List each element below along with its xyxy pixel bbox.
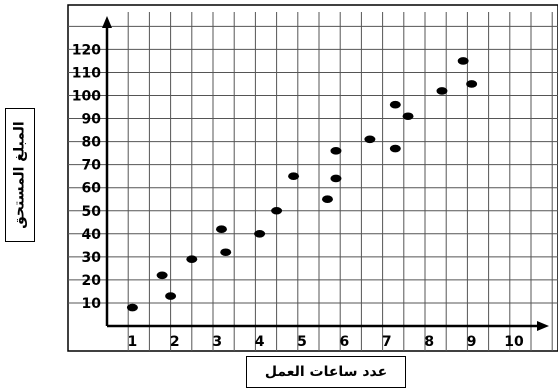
data-point <box>330 147 342 155</box>
data-point <box>186 255 198 263</box>
data-point <box>215 225 227 233</box>
data-point <box>126 303 138 312</box>
data-point <box>165 292 177 300</box>
y-tick-label: 100 <box>72 89 101 105</box>
data-point <box>156 271 168 280</box>
data-point <box>321 195 333 204</box>
y-tick-label: 70 <box>82 158 102 174</box>
x-axis-label-text: عدد ساعات العمل <box>264 364 388 380</box>
x-tick-label: 6 <box>340 334 350 350</box>
y-tick-label: 20 <box>82 273 102 289</box>
x-tick-label: 10 <box>504 334 524 350</box>
y-tick-label: 10 <box>82 296 102 312</box>
data-point <box>254 230 266 238</box>
x-tick-label: 3 <box>212 334 222 350</box>
y-tick-label: 40 <box>82 227 102 243</box>
grid-lines <box>68 12 558 351</box>
plot-frame <box>67 4 558 352</box>
data-points <box>126 57 478 312</box>
data-point <box>389 144 401 153</box>
x-tick-label: 5 <box>297 334 307 350</box>
y-tick-labels: 10 20 30 40 50 60 70 80 90 100 110 120 <box>72 42 101 312</box>
y-tick-label: 60 <box>82 181 102 197</box>
data-point <box>330 174 342 183</box>
x-tick-label: 7 <box>382 334 392 350</box>
data-point <box>271 206 283 215</box>
data-point <box>389 100 401 109</box>
y-axis-label-text: المبلغ المستحق <box>12 121 29 229</box>
x-tick-label: 8 <box>424 334 434 350</box>
y-tick-label: 120 <box>72 42 101 58</box>
y-axis-arrow <box>102 16 112 28</box>
y-axis-label: المبلغ المستحق <box>5 108 35 242</box>
x-axis-arrow <box>537 321 549 331</box>
data-point <box>466 80 478 88</box>
y-tick-label: 80 <box>82 135 102 151</box>
data-point <box>457 57 469 65</box>
data-point <box>220 248 232 257</box>
x-tick-label: 9 <box>467 334 477 350</box>
axes <box>102 16 549 331</box>
x-tick-label: 2 <box>170 334 180 350</box>
y-tick-label: 90 <box>82 112 102 128</box>
y-tick-label: 50 <box>82 204 102 220</box>
x-tick-label: 1 <box>128 334 138 350</box>
data-point <box>436 87 448 95</box>
y-tick-label: 110 <box>72 65 101 81</box>
y-tick-label: 30 <box>82 250 102 266</box>
x-axis-label: عدد ساعات العمل <box>246 356 406 388</box>
x-tick-labels: 1 2 3 4 5 6 7 8 9 10 <box>128 334 524 350</box>
data-point <box>364 135 376 144</box>
data-point <box>402 112 414 121</box>
data-point <box>288 172 300 180</box>
x-tick-label: 4 <box>255 334 265 350</box>
